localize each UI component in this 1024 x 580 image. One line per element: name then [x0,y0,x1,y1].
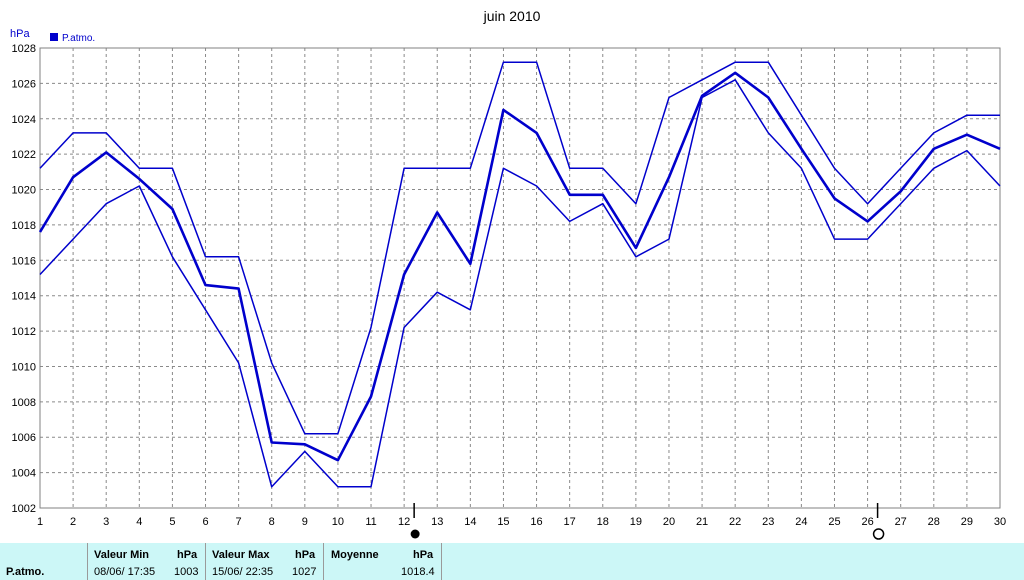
min-date: 08/06/ 17:35 [94,566,156,578]
x-tick-label: 5 [169,516,175,528]
new-moon-icon [410,529,420,539]
min-unit: hPa [177,549,198,561]
x-tick-label: 4 [136,516,142,528]
x-tick-label: 23 [762,516,774,528]
min-header: Valeur Min [94,549,150,561]
min-value: 1003 [174,566,199,578]
series [38,61,1001,488]
x-tick-label: 14 [464,516,476,528]
y-tick-label: 1008 [12,397,36,409]
legend-swatch [50,33,58,41]
x-tick-label: 29 [961,516,973,528]
x-tick-label: 9 [302,516,308,528]
y-tick-label: 1022 [12,149,36,161]
grid [40,48,1000,508]
y-tick-label: 1018 [12,220,36,232]
mean-header: Moyenne [331,549,379,561]
x-tick-label: 15 [497,516,509,528]
x-tick-label: 30 [994,516,1006,528]
x-tick-label: 22 [729,516,741,528]
x-tick-label: 11 [365,516,376,528]
x-tick-label: 26 [861,516,873,528]
y-tick-label: 1010 [12,361,36,373]
y-tick-label: 1004 [12,468,36,480]
x-tick-label: 21 [696,516,708,528]
series-line-min [39,79,1001,488]
y-axis-unit: hPa [10,28,30,40]
y-tick-label: 1016 [12,255,36,267]
y-tick-label: 1012 [12,326,36,338]
max-date: 15/06/ 22:35 [212,566,274,578]
x-tick-label: 7 [236,516,242,528]
x-tick-label: 28 [928,516,940,528]
x-tick-label: 10 [332,516,344,528]
chart-title: juin 2010 [483,8,541,24]
y-tick-label: 1014 [12,291,36,303]
summary-table: P.atmo. Valeur Min hPa 08/06/ 17:35 1003… [0,543,1024,580]
series-line-mean [38,71,1001,462]
mean-unit: hPa [413,549,434,561]
x-tick-label: 19 [630,516,642,528]
legend-label: P.atmo. [62,33,95,44]
x-tick-label: 6 [202,516,208,528]
mean-cell: Moyenne hPa 1018.4 [323,543,442,580]
mean-value: 1018.4 [401,566,435,578]
min-cell: Valeur Min hPa 08/06/ 17:35 1003 [87,543,206,580]
x-tick-label: 3 [103,516,109,528]
y-tick-label: 1024 [12,114,36,126]
x-tick-label: 8 [269,516,275,528]
y-tick-label: 1020 [12,185,36,197]
x-tick-label: 16 [530,516,542,528]
x-tick-label: 13 [431,516,443,528]
max-header: Valeur Max [212,549,270,561]
x-axis-ticks: 1 2 3 4 5 6 7 8 9 10 11 12 13 14 15 16 17 18 19 20 21 22 23 24 2… [37,516,1006,528]
x-tick-label: 2 [70,516,76,528]
moon-phases [410,503,885,540]
x-tick-label: 20 [663,516,675,528]
x-tick-label: 1 [37,516,43,528]
series-line-max [39,61,1000,435]
y-axis-ticks: 1002 1004 1006 1008 1010 1012 1014 1016 1018 1020… [12,43,36,515]
summary-row-label: P.atmo. [6,566,45,578]
x-tick-label: 12 [398,516,410,528]
y-tick-label: 1006 [12,432,36,444]
x-tick-label: 27 [895,516,907,528]
max-unit: hPa [295,549,316,561]
x-tick-label: 25 [828,516,840,528]
max-cell: Valeur Max hPa 15/06/ 22:35 1027 [205,543,324,580]
x-tick-label: 24 [795,516,807,528]
x-tick-label: 17 [564,516,576,528]
full-moon-icon [872,528,885,540]
x-tick-label: 18 [597,516,609,528]
max-value: 1027 [292,566,317,578]
chart: juin 2010 hPa P.atmo. 100210041006100810… [10,8,1006,540]
y-tick-label: 1026 [12,78,36,90]
y-tick-label: 1002 [12,503,36,515]
plot-frame [39,47,1001,509]
y-tick-label: 1028 [12,43,36,55]
